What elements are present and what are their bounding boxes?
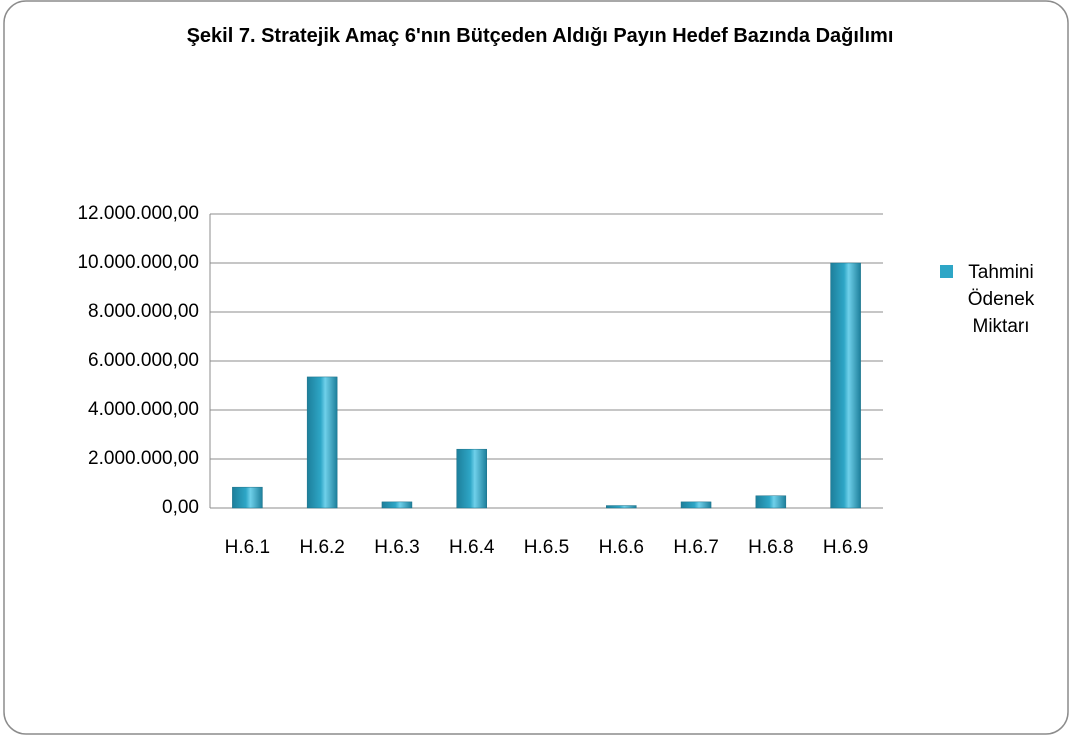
bar [306, 376, 338, 509]
y-tick-label: 6.000.000,00 [88, 350, 199, 371]
x-tick-label: H.6.8 [748, 537, 793, 558]
bar [456, 448, 487, 509]
y-tick-label: 2.000.000,00 [88, 448, 199, 469]
y-tick-label: 8.000.000,00 [88, 301, 199, 322]
bar [606, 505, 637, 509]
x-tick-label: H.6.7 [673, 537, 718, 558]
bar [232, 486, 263, 509]
x-tick-label: H.6.6 [599, 537, 644, 558]
x-tick-label: H.6.1 [225, 537, 270, 558]
legend-label: Tahmini Ödenek Miktarı [967, 262, 1035, 337]
bar [755, 495, 787, 509]
x-tick-label: H.6.2 [299, 537, 344, 558]
y-tick-label: 0,00 [162, 497, 199, 518]
x-tick-label: H.6.3 [374, 537, 419, 558]
bar [381, 501, 413, 509]
y-tick-label: 4.000.000,00 [88, 399, 199, 420]
chart-title: Şekil 7. Stratejik Amaç 6'nın Bütçeden A… [186, 25, 894, 47]
chart-frame [3, 0, 1069, 735]
y-tick-label: 10.000.000,00 [77, 252, 199, 273]
x-tick-label: H.6.4 [449, 537, 495, 558]
bar [830, 262, 861, 509]
legend-key [940, 265, 953, 278]
bar [680, 501, 712, 509]
y-tick-label: 12.000.000,00 [77, 203, 199, 224]
x-tick-label: H.6.9 [823, 537, 868, 558]
x-tick-label: H.6.5 [524, 537, 569, 558]
